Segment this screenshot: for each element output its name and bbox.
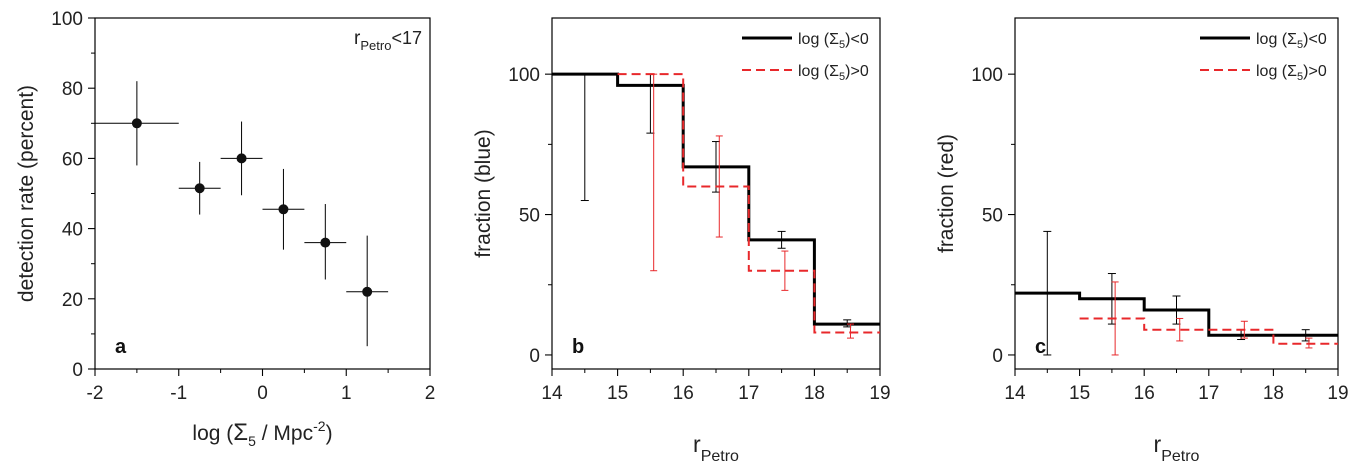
step-line: [552, 72, 880, 326]
x-tick-label: 17: [738, 383, 759, 404]
x-tick-label: 17: [1198, 383, 1219, 404]
data-point-group: [95, 81, 179, 166]
step-line: [1079, 317, 1338, 345]
panel-b: 14 15 16 17 18 19 0 50 100 fraction (blue) rPetro b…: [472, 17, 891, 463]
error-bar: [712, 141, 720, 193]
x-tick-label: 15: [607, 383, 628, 404]
y-tick-label: 60: [62, 149, 83, 170]
data-point-group: [220, 121, 263, 196]
y-tick-label: 100: [971, 65, 1003, 86]
legend-entry: log (Σ5)>0: [742, 63, 869, 83]
x-axis-title: log (Σ5 / Mpc-2): [192, 418, 332, 449]
y-axis-title: fraction (blue): [472, 129, 495, 257]
y-tick-label: 100: [508, 65, 540, 86]
data-point: [236, 153, 247, 164]
y-tick-label: 20: [62, 290, 83, 311]
series-high-density: [617, 73, 880, 339]
data-point-group: [262, 168, 305, 250]
x-axis-title: rPetro: [693, 431, 739, 463]
error-bar: [777, 230, 786, 249]
step-line: [1015, 291, 1338, 337]
x-tick-label: 19: [869, 383, 890, 404]
x-tick-label: 18: [1263, 383, 1284, 404]
y-tick-label: 50: [982, 206, 1003, 227]
legend-label: log (Σ5)>0: [798, 63, 869, 83]
x-tick-label: 0: [257, 383, 268, 404]
x-tick-label: 14: [541, 383, 563, 404]
legend-label: log (Σ5)<0: [798, 31, 869, 51]
x-tick-label: 16: [673, 383, 694, 404]
error-bar: [843, 319, 852, 328]
panel-letter: a: [115, 336, 127, 358]
error-bar: [1043, 230, 1052, 356]
y-tick-label: 0: [992, 346, 1003, 367]
data-point: [320, 237, 331, 248]
error-bar: [1172, 295, 1181, 325]
data-point-group: [346, 235, 389, 347]
panel-letter: b: [572, 336, 584, 358]
legend-entry: log (Σ5)<0: [742, 31, 869, 51]
x-tick-label: 19: [1327, 383, 1348, 404]
error-bar: [846, 323, 854, 339]
error-bar: [1111, 281, 1119, 356]
legend-entry: log (Σ5)<0: [1200, 31, 1327, 51]
y-tick-label: 0: [72, 360, 83, 381]
y-tick-label: 100: [51, 9, 83, 30]
selection-annotation: rPetro<17: [354, 28, 422, 53]
plot-frame: [94, 17, 431, 370]
panel-letter: c: [1035, 336, 1046, 358]
x-tick-label: 15: [1069, 383, 1090, 404]
y-tick-label: 40: [62, 220, 83, 241]
series-high-density: [1079, 281, 1338, 356]
panel-c: 14 15 16 17 18 19 0 50 100 fraction (red) rPetro c l…: [935, 17, 1349, 463]
y-tick-label: 80: [62, 79, 83, 100]
x-tick-label: -2: [87, 383, 104, 404]
error-bar: [1176, 317, 1184, 342]
legend-label: log (Σ5)<0: [1256, 31, 1327, 51]
error-bar: [650, 73, 658, 272]
x-tick-label: 14: [1004, 383, 1026, 404]
y-tick-label: 50: [519, 206, 540, 227]
x-tick-label: 16: [1134, 383, 1155, 404]
error-bar: [781, 250, 789, 291]
x-tick-label: 2: [425, 383, 436, 404]
step-line: [617, 73, 880, 334]
error-bar: [580, 73, 589, 202]
data-point: [278, 204, 289, 215]
y-tick-label: 0: [529, 346, 540, 367]
x-tick-label: 18: [804, 383, 825, 404]
series-low-density: [1015, 230, 1338, 356]
x-tick-label: 1: [341, 383, 352, 404]
legend-label: log (Σ5)>0: [1256, 63, 1327, 83]
error-bar: [1301, 329, 1310, 342]
x-tick-label: -1: [170, 383, 187, 404]
data-point-group: [304, 204, 347, 280]
data-point: [362, 286, 373, 297]
error-bar: [715, 135, 723, 238]
y-axis-title: detection rate (percent): [15, 85, 38, 302]
error-bar: [1240, 320, 1248, 339]
y-axis-title: fraction (red): [935, 134, 958, 253]
data-point: [131, 118, 142, 129]
series-low-density: [552, 72, 880, 328]
error-bar: [1305, 337, 1313, 349]
data-point-group: [178, 161, 221, 215]
x-axis-title: rPetro: [1154, 431, 1200, 463]
data-point: [194, 183, 205, 194]
legend-entry: log (Σ5)>0: [1200, 63, 1327, 83]
